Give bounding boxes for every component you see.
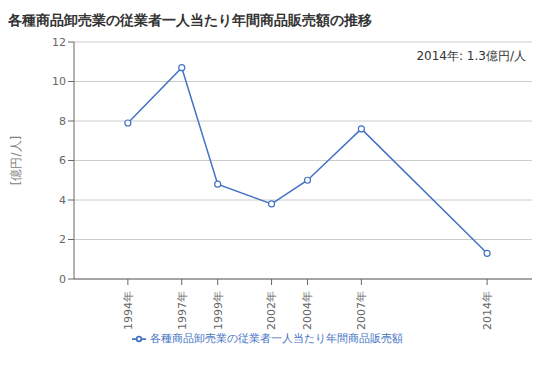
svg-text:4: 4 [59,194,66,207]
svg-text:2007年: 2007年 [355,291,368,330]
svg-text:8: 8 [59,115,66,128]
svg-text:2014年: 2014年 [481,291,494,330]
svg-text:[億円/人]: [億円/人] [9,136,23,185]
html-text:各種商品卸売業の従業者一人当たり年間商品販売額: 各種商品卸売業の従業者一人当たり年間商品販売額 [149,332,403,345]
svg-text:2: 2 [59,233,66,246]
svg-text:6: 6 [59,154,66,167]
svg-text:10: 10 [52,75,66,88]
svg-text:0: 0 [59,273,66,286]
svg-text:1994年: 1994年 [122,291,135,330]
html-text:各種商品卸売業の従業者一人当たり年間商品販売額の推移: 各種商品卸売業の従業者一人当たり年間商品販売額の推移 [8,12,372,28]
html-text:2014年: 1.3億円/人: 2014年: 1.3億円/人 [416,49,526,63]
svg-text:12: 12 [52,36,66,49]
svg-text:2002年: 2002年 [265,291,278,330]
svg-text:2004年: 2004年 [301,291,314,330]
svg-text:1997年: 1997年 [176,291,189,330]
svg-text:1999年: 1999年 [212,291,225,330]
